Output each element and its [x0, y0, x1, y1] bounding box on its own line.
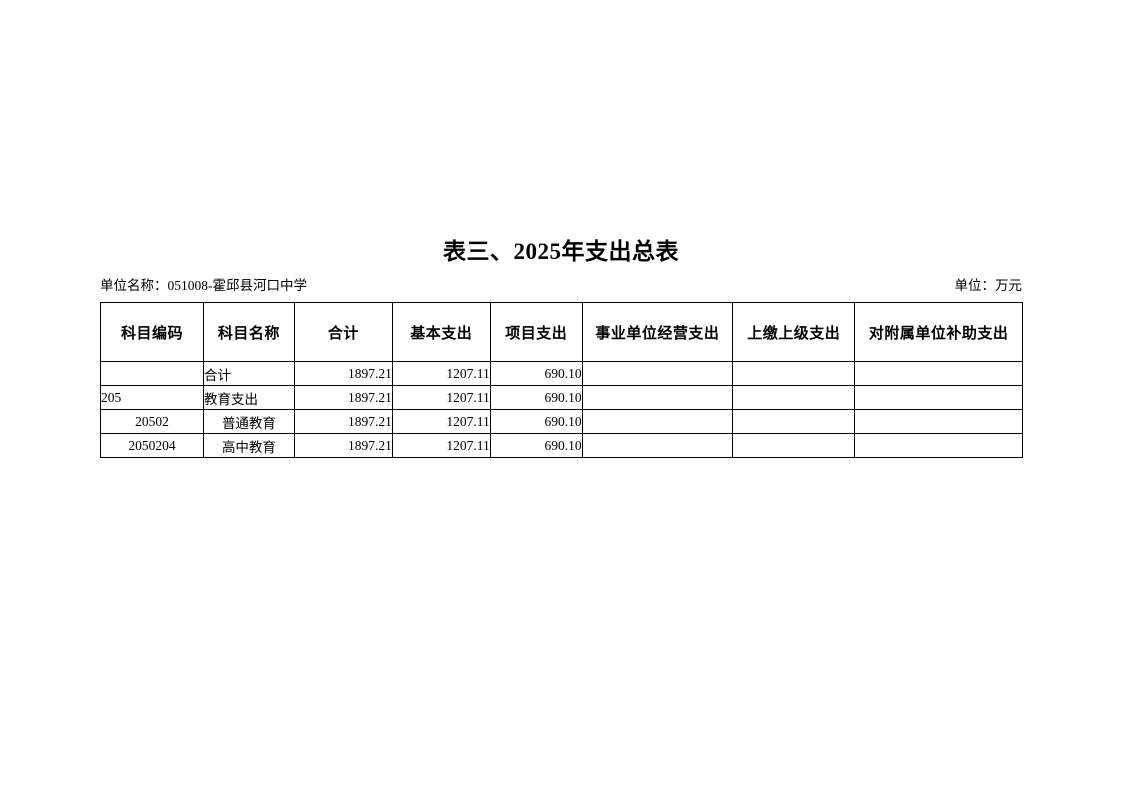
- cell-project: 690.10: [489, 433, 583, 458]
- cell-basic: 1207.11: [391, 361, 491, 386]
- table-row: 2050204 高中教育 1897.21 1207.11 690.10: [100, 433, 1023, 458]
- table-row: 205 教育支出 1897.21 1207.11 690.10: [100, 385, 1023, 410]
- table-row: 合计 1897.21 1207.11 690.10: [100, 361, 1023, 386]
- table-row: 20502 普通教育 1897.21 1207.11 690.10: [100, 409, 1023, 434]
- cell-subsidy: [854, 361, 1023, 386]
- cell-code: [100, 361, 204, 386]
- cell-basic: 1207.11: [391, 433, 491, 458]
- column-header-upper: 上缴上级支出: [732, 302, 856, 362]
- cell-code: 205: [100, 385, 204, 410]
- expenditure-table-container: 科目编码 科目名称 合计 基本支出 项目支出 事业单位经营支出 上缴上级支出 对…: [100, 302, 1023, 458]
- cell-operating: [581, 385, 734, 410]
- cell-upper: [732, 433, 856, 458]
- cell-subsidy: [854, 409, 1023, 434]
- column-header-project: 项目支出: [489, 302, 583, 362]
- cell-operating: [581, 361, 734, 386]
- cell-project: 690.10: [489, 409, 583, 434]
- cell-total: 1897.21: [293, 361, 393, 386]
- cell-project: 690.10: [489, 385, 583, 410]
- cell-name: 高中教育: [203, 433, 295, 458]
- page-title: 表三、2025年支出总表: [443, 239, 679, 264]
- document-meta-row: 单位名称：051008-霍邱县河口中学 单位：万元: [100, 276, 1022, 296]
- cell-operating: [581, 433, 734, 458]
- unit-name-label: 单位名称：051008-霍邱县河口中学: [100, 278, 307, 293]
- cell-total: 1897.21: [293, 385, 393, 410]
- cell-code: 2050204: [100, 433, 204, 458]
- cell-basic: 1207.11: [391, 385, 491, 410]
- currency-unit-label: 单位：万元: [954, 278, 1023, 293]
- cell-project: 690.10: [489, 361, 583, 386]
- cell-name: 普通教育: [203, 409, 295, 434]
- table-header: 科目编码 科目名称 合计 基本支出 项目支出 事业单位经营支出 上缴上级支出 对…: [100, 302, 1023, 362]
- cell-total: 1897.21: [293, 433, 393, 458]
- column-header-code: 科目编码: [100, 302, 204, 362]
- column-header-name: 科目名称: [203, 302, 295, 362]
- column-header-basic: 基本支出: [391, 302, 491, 362]
- cell-subsidy: [854, 385, 1023, 410]
- table-body: 合计 1897.21 1207.11 690.10 205 教育支出 1897.…: [100, 361, 1023, 458]
- cell-name: 教育支出: [203, 385, 295, 410]
- column-header-operating: 事业单位经营支出: [581, 302, 734, 362]
- expenditure-summary-table: 科目编码 科目名称 合计 基本支出 项目支出 事业单位经营支出 上缴上级支出 对…: [100, 302, 1023, 458]
- cell-total: 1897.21: [293, 409, 393, 434]
- column-header-total: 合计: [293, 302, 393, 362]
- cell-operating: [581, 409, 734, 434]
- cell-code: 20502: [100, 409, 204, 434]
- cell-basic: 1207.11: [391, 409, 491, 434]
- cell-upper: [732, 409, 856, 434]
- cell-upper: [732, 385, 856, 410]
- cell-upper: [732, 361, 856, 386]
- cell-subsidy: [854, 433, 1023, 458]
- cell-name: 合计: [203, 361, 295, 386]
- table-header-row: 科目编码 科目名称 合计 基本支出 项目支出 事业单位经营支出 上缴上级支出 对…: [100, 302, 1023, 362]
- column-header-subsidy: 对附属单位补助支出: [854, 302, 1023, 362]
